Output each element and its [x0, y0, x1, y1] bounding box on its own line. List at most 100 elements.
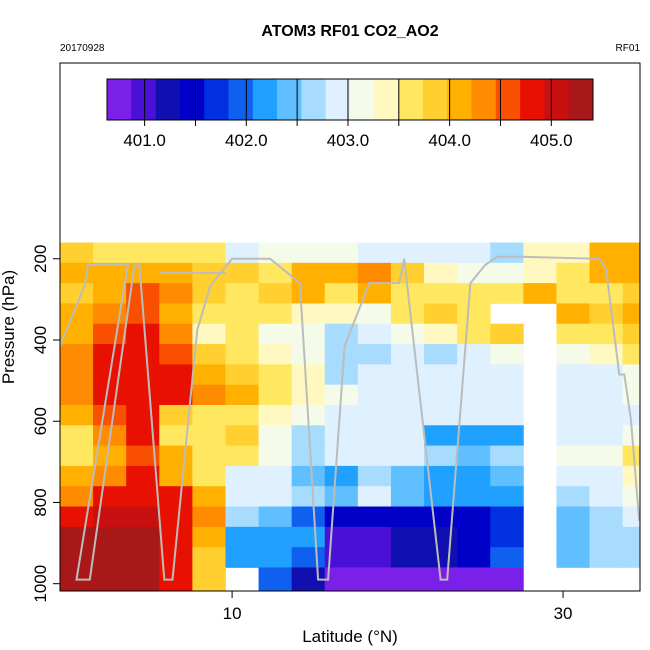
- heatmap-cell: [324, 323, 359, 345]
- heatmap-cell: [60, 486, 94, 507]
- y-tick-label: 600: [31, 407, 50, 435]
- heatmap-cell: [556, 526, 590, 548]
- heatmap-cell: [60, 344, 94, 365]
- heatmap-cell: [324, 344, 359, 365]
- heatmap-cell: [424, 283, 458, 304]
- heatmap-cell: [60, 404, 94, 426]
- heatmap-cell: [424, 344, 458, 365]
- heatmap-cell: [159, 425, 193, 446]
- colorbar-swatch: [301, 79, 326, 120]
- heatmap-cell: [60, 364, 94, 386]
- heatmap-cell: [357, 303, 392, 325]
- heatmap-cell: [159, 344, 193, 365]
- heatmap-cell: [291, 486, 326, 507]
- heatmap-cell: [490, 526, 524, 548]
- heatmap-cell: [324, 486, 359, 507]
- heatmap-cell: [457, 445, 491, 467]
- y-axis-label: Pressure (hPa): [0, 270, 18, 384]
- heatmap-cell: [622, 283, 641, 304]
- flight-track: [59, 255, 641, 581]
- heatmap-cell: [622, 445, 641, 467]
- heatmap-cell: [490, 547, 524, 568]
- heatmap-cell: [126, 445, 160, 467]
- heatmap-cell: [93, 262, 127, 284]
- heatmap-cell: [192, 506, 226, 528]
- colorbar-tick-label: 404.0: [428, 131, 471, 150]
- heatmap-cell: [291, 526, 326, 548]
- heatmap-cell: [126, 404, 160, 426]
- heatmap-cell: [556, 486, 590, 507]
- heatmap-cell: [556, 344, 590, 365]
- heatmap-cell: [490, 486, 524, 507]
- heatmap-cell: [457, 465, 491, 487]
- colorbar-swatch: [155, 79, 181, 120]
- heatmap-cell: [589, 384, 624, 406]
- heatmap-cell: [258, 384, 293, 406]
- heatmap-cell: [589, 526, 624, 548]
- heatmap-cell: [258, 364, 293, 386]
- heatmap-cell: [291, 344, 326, 365]
- heatmap-cell: [556, 465, 590, 487]
- heatmap-cell: [457, 526, 491, 548]
- heatmap-cell: [291, 445, 326, 467]
- heatmap-cell: [324, 262, 359, 284]
- colorbar-swatch: [495, 79, 521, 120]
- heatmap-cell: [556, 283, 590, 304]
- heatmap-cell: [390, 547, 425, 568]
- heatmap-cell: [126, 486, 160, 507]
- heatmap-cell: [357, 404, 392, 426]
- heatmap-cell: [60, 547, 94, 568]
- heatmap-cell: [258, 567, 293, 592]
- heatmap-cell: [126, 242, 160, 264]
- colorbar-swatch: [325, 79, 351, 120]
- heatmap-cell: [93, 323, 127, 345]
- x-tick-label: 10: [223, 604, 242, 623]
- heatmap-cell: [457, 425, 491, 446]
- heatmap-cell: [357, 486, 392, 507]
- colorbar-tick-label: 405.0: [530, 131, 573, 150]
- heatmap-cell: [225, 547, 259, 568]
- heatmap-cell: [357, 526, 392, 548]
- heatmap-cell: [324, 526, 359, 548]
- heatmap-cell: [390, 526, 425, 548]
- heatmap-cell: [225, 486, 259, 507]
- heatmap-cell: [589, 404, 624, 426]
- heatmap: [60, 242, 641, 592]
- heatmap-cell: [589, 506, 624, 528]
- heatmap-cell: [324, 506, 359, 528]
- heatmap-cell: [291, 506, 326, 528]
- heatmap-cell: [457, 547, 491, 568]
- heatmap-cell: [357, 262, 392, 284]
- heatmap-cell: [457, 364, 491, 386]
- heatmap-cell: [159, 445, 193, 467]
- heatmap-cell: [192, 303, 226, 325]
- heatmap-cell: [291, 242, 326, 264]
- heatmap-cell: [60, 465, 94, 487]
- y-tick-label: 200: [31, 245, 50, 273]
- colorbar-swatch: [277, 79, 302, 120]
- heatmap-cell: [357, 384, 392, 406]
- heatmap-cell: [60, 384, 94, 406]
- heatmap-cell: [159, 506, 193, 528]
- heatmap-cell: [159, 465, 193, 487]
- heatmap-cell: [324, 303, 359, 325]
- heatmap-cell: [357, 465, 392, 487]
- heatmap-cell: [93, 547, 127, 568]
- colorbar-swatch: [398, 79, 424, 120]
- colorbar-tick-label: 401.0: [123, 131, 166, 150]
- heatmap-cell: [490, 323, 524, 345]
- heatmap-cell: [457, 242, 491, 264]
- chart-title: ATOM3 RF01 CO2_AO2: [261, 23, 438, 40]
- heatmap-cell: [556, 506, 590, 528]
- heatmap-cell: [622, 404, 641, 426]
- heatmap-cell: [258, 547, 293, 568]
- heatmap-cell: [457, 303, 491, 325]
- heatmap-cell: [556, 425, 590, 446]
- heatmap-cell: [126, 567, 160, 592]
- heatmap-cell: [93, 242, 127, 264]
- heatmap-cell: [556, 262, 590, 284]
- heatmap-cell: [93, 506, 127, 528]
- heatmap-cell: [357, 242, 392, 264]
- heatmap-cell: [192, 465, 226, 487]
- heatmap-cell: [225, 344, 259, 365]
